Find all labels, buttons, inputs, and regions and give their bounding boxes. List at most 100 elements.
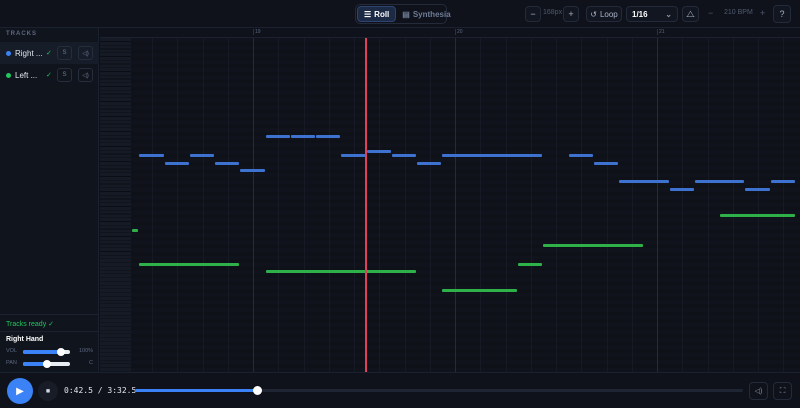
grid-line xyxy=(657,38,658,372)
track-color-dot xyxy=(6,72,11,78)
right-hand-note[interactable] xyxy=(215,161,240,165)
track-color-dot xyxy=(6,50,11,56)
grid-line xyxy=(480,38,482,372)
volume-button[interactable]: ◁) xyxy=(749,382,768,400)
pan-label: PAN xyxy=(6,360,17,366)
right-hand-note[interactable] xyxy=(316,135,341,139)
speaker-icon: ◁) xyxy=(754,388,763,395)
right-hand-note[interactable] xyxy=(770,180,795,184)
progress-bar[interactable] xyxy=(135,386,743,395)
piano-keys[interactable] xyxy=(100,38,131,372)
grid-line xyxy=(732,38,734,372)
synthesia-view-button[interactable]: ▤ Synthesia xyxy=(402,9,451,19)
snap-select[interactable]: 1/16 ⌄ xyxy=(626,6,678,22)
left-hand-note[interactable] xyxy=(139,262,240,266)
zoom-in-button[interactable]: + xyxy=(563,6,579,22)
timeline-ruler[interactable]: 19 20 21 xyxy=(100,28,800,38)
pan-slider[interactable] xyxy=(23,360,70,368)
grid-line xyxy=(606,38,608,372)
track-row-left-hand[interactable]: Left ... ✓ S ◁) xyxy=(0,64,99,86)
bpm-value: 210 BPM xyxy=(724,9,753,16)
grid-line xyxy=(581,38,583,372)
bar-label: 19 xyxy=(253,29,261,35)
grid-line xyxy=(303,38,305,372)
right-hand-note[interactable] xyxy=(240,169,265,172)
right-hand-note[interactable] xyxy=(568,154,593,157)
bar-label: 20 xyxy=(455,29,463,35)
grid-line xyxy=(530,38,532,372)
tracks-sidebar: TRACKS Right ... ✓ S ◁) Left ... ✓ S ◁) … xyxy=(0,28,99,372)
zoom-out-button[interactable]: − xyxy=(525,6,541,22)
grid-line xyxy=(354,38,355,372)
right-hand-note[interactable] xyxy=(694,180,745,184)
right-hand-note[interactable] xyxy=(139,154,164,157)
vol-label: VOL xyxy=(6,348,18,354)
playhead[interactable] xyxy=(365,38,367,372)
play-button[interactable]: ▶ xyxy=(7,378,33,404)
right-hand-note[interactable] xyxy=(391,154,417,157)
metronome-icon: ⧍ xyxy=(686,8,695,19)
play-icon: ▶ xyxy=(16,385,24,397)
grid-line xyxy=(379,38,381,372)
right-hand-note[interactable] xyxy=(619,180,669,184)
roll-view-button[interactable]: ☰ Roll xyxy=(357,6,397,22)
right-hand-note[interactable] xyxy=(745,187,770,191)
check-icon: ✓ xyxy=(46,72,52,79)
right-hand-note[interactable] xyxy=(366,150,391,154)
selected-track-name: Right Hand xyxy=(6,336,44,343)
tracks-heading: TRACKS xyxy=(6,31,37,37)
fullscreen-button[interactable]: ⛶ xyxy=(773,382,792,400)
left-hand-note[interactable] xyxy=(131,229,139,232)
grid-line xyxy=(202,38,204,372)
right-hand-note[interactable] xyxy=(341,154,366,157)
speaker-icon: ◁) xyxy=(82,72,89,79)
volume-slider[interactable] xyxy=(23,348,70,356)
help-icon: ? xyxy=(779,9,785,19)
loop-button[interactable]: ↺ Loop xyxy=(586,6,622,22)
time-display: 0:42.5 / 3:32.5 xyxy=(64,386,137,395)
grid-line xyxy=(783,38,785,372)
right-hand-note[interactable] xyxy=(189,154,215,157)
right-hand-note[interactable] xyxy=(290,135,316,139)
grid-line xyxy=(253,38,254,372)
bpm-increase-button[interactable]: + xyxy=(760,8,766,18)
right-hand-note[interactable] xyxy=(164,161,189,165)
solo-button[interactable]: S xyxy=(57,46,72,60)
fullscreen-icon: ⛶ xyxy=(779,386,786,395)
toolbar: ☰ Roll ▤ Synthesia − 168px + ↺ Loop 1/16 ⌄ ⧍… xyxy=(0,0,800,28)
zoom-value: 168px xyxy=(543,9,563,16)
right-hand-note[interactable] xyxy=(265,135,290,139)
grid-line xyxy=(227,38,229,372)
bpm-decrease-button[interactable]: − xyxy=(708,8,714,18)
grid-line xyxy=(758,38,759,372)
mute-button[interactable]: ◁) xyxy=(78,68,93,82)
left-hand-note[interactable] xyxy=(543,244,644,247)
left-hand-note[interactable] xyxy=(720,214,795,217)
stop-icon: ■ xyxy=(45,387,51,395)
left-hand-note[interactable] xyxy=(518,262,543,266)
grid-line xyxy=(505,38,507,372)
stop-button[interactable]: ■ xyxy=(38,381,58,401)
view-mode-toggle: ☰ Roll ▤ Synthesia xyxy=(355,4,451,24)
left-hand-note[interactable] xyxy=(442,289,518,292)
pan-value: C xyxy=(89,360,93,366)
grid-line xyxy=(152,38,153,372)
chevron-down-icon: ⌄ xyxy=(665,9,672,19)
piano-roll-grid[interactable] xyxy=(131,38,800,372)
left-hand-note[interactable] xyxy=(265,270,417,274)
right-hand-note[interactable] xyxy=(417,161,442,165)
grid-line xyxy=(707,38,709,372)
right-hand-note[interactable] xyxy=(442,154,543,157)
grid-line xyxy=(177,38,179,372)
mute-button[interactable]: ◁) xyxy=(78,46,93,60)
grid-line xyxy=(455,38,456,372)
help-button[interactable]: ? xyxy=(773,5,791,23)
metronome-button[interactable]: ⧍ xyxy=(682,6,699,22)
track-row-right-hand[interactable]: Right ... ✓ S ◁) xyxy=(0,42,99,64)
grid-line xyxy=(682,38,684,372)
right-hand-note[interactable] xyxy=(593,161,619,165)
right-hand-note[interactable] xyxy=(669,187,694,191)
solo-button[interactable]: S xyxy=(57,68,72,82)
grid-line xyxy=(556,38,557,372)
transport-bar: ▶ ■ 0:42.5 / 3:32.5 ◁) ⛶ xyxy=(0,372,800,408)
